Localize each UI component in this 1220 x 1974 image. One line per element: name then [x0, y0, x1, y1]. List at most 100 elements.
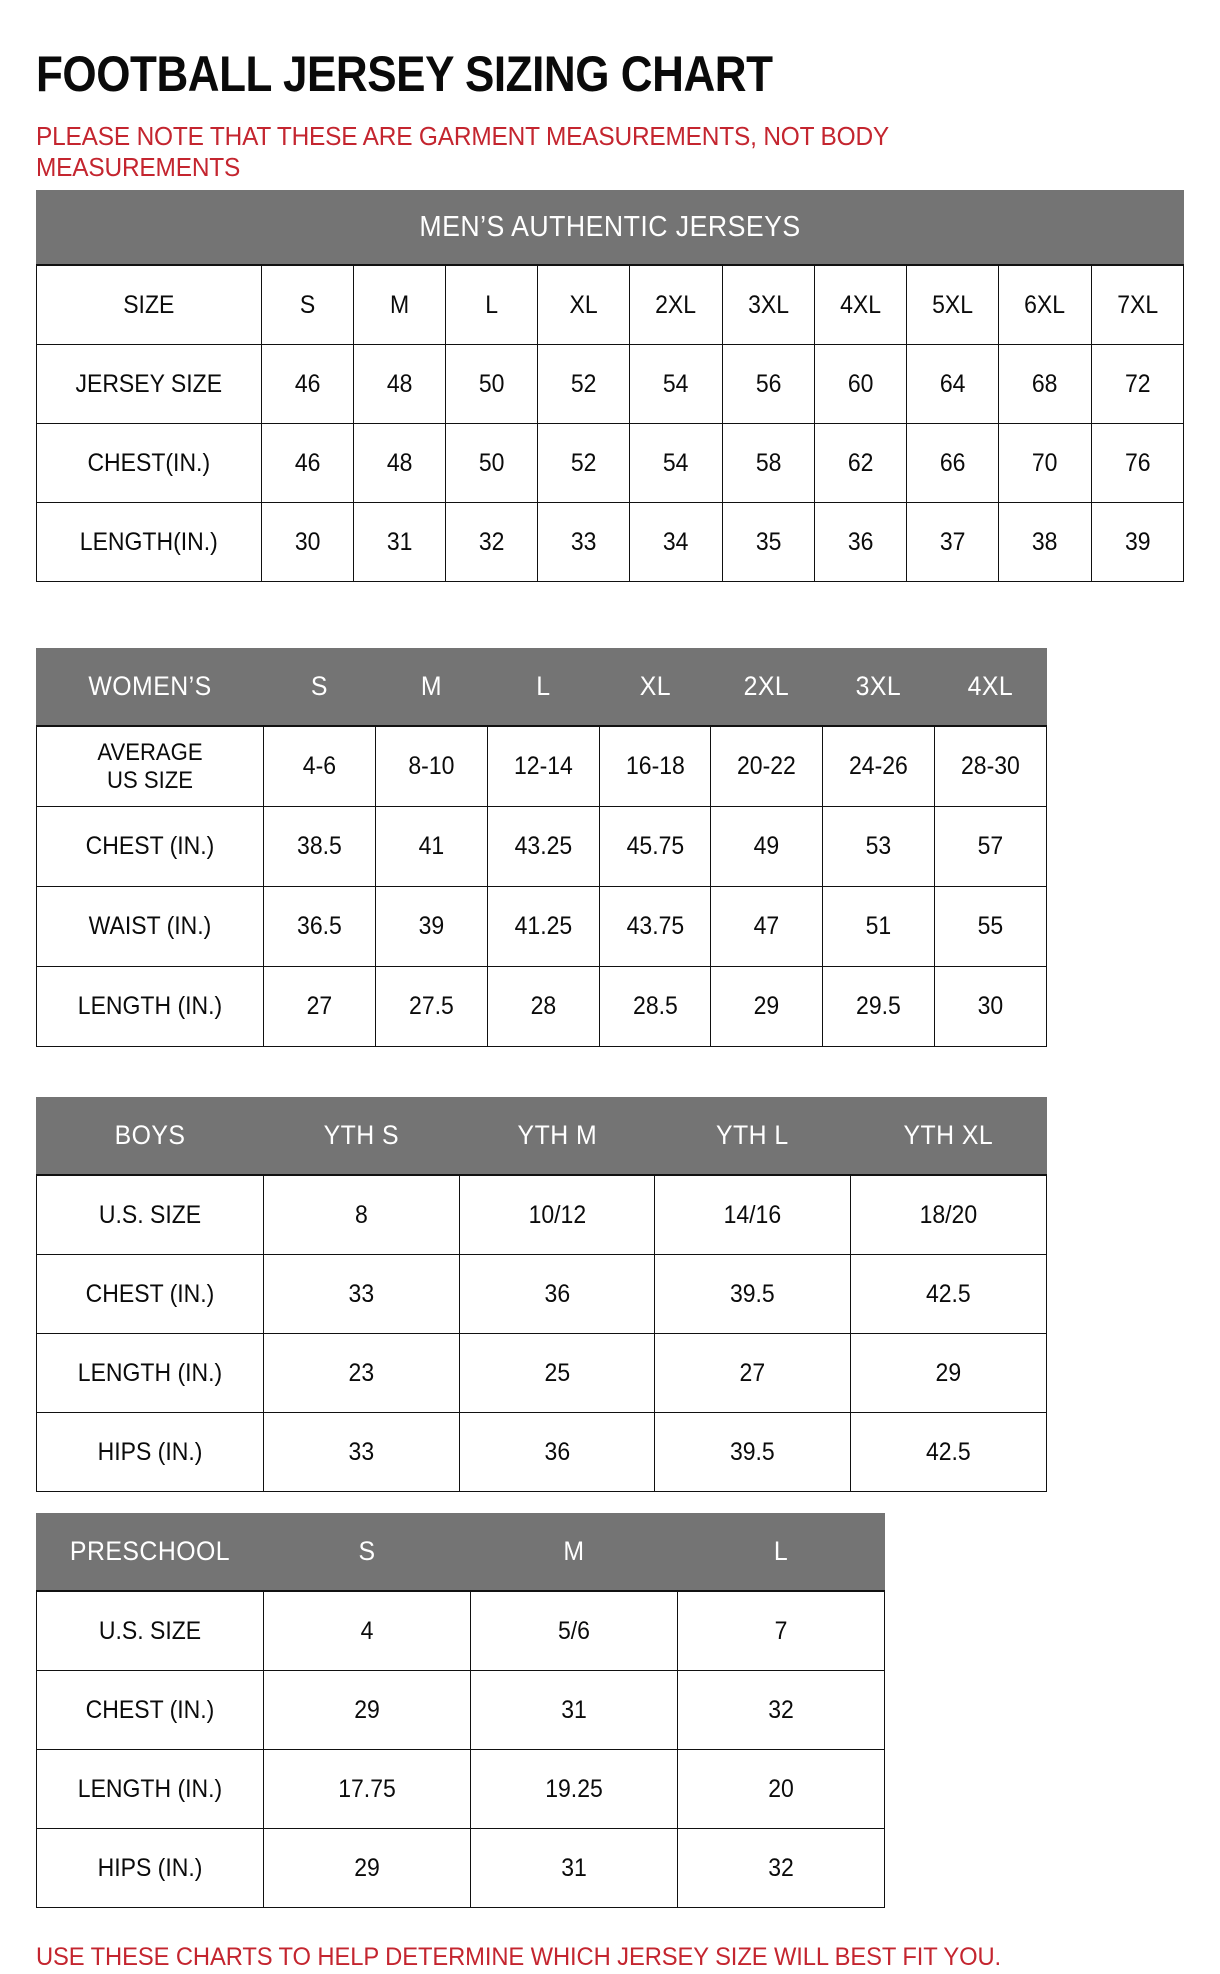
mens-cell: 66 — [906, 423, 1000, 503]
boys-col-header: YTH S — [263, 1097, 460, 1176]
preschool-cell: 4 — [263, 1590, 471, 1671]
womens-cell: 51 — [822, 886, 936, 967]
table-row: LENGTH(IN.) 30 31 32 33 34 35 36 37 38 3… — [36, 502, 1185, 582]
boys-row-label: CHEST (IN.) — [36, 1254, 264, 1334]
womens-cell: 4-6 — [263, 725, 376, 807]
mens-cell: 30 — [260, 502, 354, 582]
womens-corner-label: WOMEN’S — [36, 648, 264, 727]
mens-cell: 48 — [352, 344, 447, 424]
boys-cell: 10/12 — [458, 1174, 656, 1255]
mens-table-banner: MEN’S AUTHENTIC JERSEYS — [36, 190, 1184, 266]
womens-cell: 24-26 — [822, 725, 936, 807]
mens-cell: 76 — [1090, 423, 1185, 503]
womens-row-label: LENGTH (IN.) — [36, 966, 264, 1047]
mens-cell: 37 — [906, 502, 1000, 582]
boys-row-label: U.S. SIZE — [36, 1174, 264, 1255]
preschool-cell: 17.75 — [263, 1749, 471, 1829]
mens-cell: 50 — [444, 344, 539, 424]
mens-cell: 64 — [906, 344, 1000, 424]
boys-row-label: HIPS (IN.) — [36, 1412, 264, 1492]
mens-cell: 32 — [444, 502, 539, 582]
boys-cell: 14/16 — [654, 1174, 852, 1255]
table-row: HIPS (IN.) 33 36 39.5 42.5 — [36, 1412, 1047, 1492]
boys-corner-label: BOYS — [36, 1097, 264, 1176]
womens-cell: 38.5 — [263, 806, 376, 887]
womens-cell: 28-30 — [934, 725, 1047, 807]
boys-cell: 42.5 — [850, 1412, 1047, 1492]
mens-cell: 54 — [629, 423, 723, 503]
mens-cell: 52 — [537, 344, 631, 424]
page-title: FOOTBALL JERSEY SIZING CHART — [36, 45, 773, 102]
womens-cell: 27 — [263, 966, 376, 1047]
mens-col-header: 6XL — [998, 264, 1092, 345]
boys-cell: 25 — [458, 1333, 656, 1413]
mens-cell: 50 — [444, 423, 539, 503]
womens-cell: 12-14 — [486, 725, 600, 807]
mens-col-header: 7XL — [1090, 264, 1185, 345]
measurement-disclaimer: PLEASE NOTE THAT THESE ARE GARMENT MEASU… — [36, 121, 889, 183]
womens-cell: 27.5 — [374, 966, 488, 1047]
womens-cell: 36.5 — [263, 886, 376, 967]
mens-cell: 48 — [352, 423, 447, 503]
womens-cell: 30 — [934, 966, 1047, 1047]
womens-cell: 16-18 — [598, 725, 712, 807]
mens-col-header: 3XL — [721, 264, 815, 345]
womens-cell: 28.5 — [598, 966, 712, 1047]
womens-row-label-line2: US SIZE — [107, 766, 193, 794]
womens-cell: 28 — [486, 966, 600, 1047]
mens-cell: 54 — [629, 344, 723, 424]
preschool-cell: 32 — [677, 1828, 885, 1908]
preschool-cell: 31 — [470, 1670, 678, 1750]
preschool-cell: 31 — [470, 1828, 678, 1908]
mens-cell: 70 — [998, 423, 1092, 503]
preschool-cell: 5/6 — [470, 1590, 678, 1671]
mens-cell: 62 — [813, 423, 908, 503]
mens-table-banner-row: MEN’S AUTHENTIC JERSEYS — [36, 190, 1184, 266]
womens-col-header: M — [374, 648, 488, 727]
preschool-row-label: U.S. SIZE — [36, 1590, 264, 1671]
womens-cell: 43.25 — [486, 806, 600, 887]
mens-cell: 38 — [998, 502, 1092, 582]
boys-col-header: YTH L — [654, 1097, 852, 1176]
preschool-col-header: M — [470, 1513, 678, 1592]
womens-cell: 29.5 — [822, 966, 936, 1047]
preschool-cell: 32 — [677, 1670, 885, 1750]
table-row: LENGTH (IN.) 27 27.5 28 28.5 29 29.5 30 — [36, 966, 1047, 1047]
mens-cell: 31 — [352, 502, 447, 582]
womens-row-label-line1: AVERAGE — [97, 738, 203, 766]
boys-cell: 33 — [263, 1254, 460, 1334]
mens-cell: 56 — [721, 344, 815, 424]
mens-col-header: 4XL — [813, 264, 908, 345]
womens-col-header: 3XL — [822, 648, 936, 727]
boys-cell: 39.5 — [654, 1412, 852, 1492]
mens-cell: 68 — [998, 344, 1092, 424]
mens-header-row: SIZE S M L XL 2XL 3XL 4XL 5XL 6XL 7XL — [36, 264, 1185, 345]
table-row: LENGTH (IN.) 17.75 19.25 20 — [36, 1749, 885, 1829]
mens-cell: 46 — [260, 344, 354, 424]
boys-cell: 33 — [263, 1412, 460, 1492]
preschool-row-label: CHEST (IN.) — [36, 1670, 264, 1750]
boys-cell: 36 — [458, 1412, 656, 1492]
womens-cell: 55 — [934, 886, 1047, 967]
preschool-col-header: L — [677, 1513, 885, 1592]
boys-cell: 36 — [458, 1254, 656, 1334]
boys-col-header: YTH XL — [850, 1097, 1047, 1176]
womens-col-header: 2XL — [710, 648, 824, 727]
womens-row-label: CHEST (IN.) — [36, 806, 264, 887]
mens-cell: 52 — [537, 423, 631, 503]
table-row: CHEST (IN.) 38.5 41 43.25 45.75 49 53 57 — [36, 806, 1047, 887]
boys-cell: 29 — [850, 1333, 1047, 1413]
mens-col-header: XL — [537, 264, 631, 345]
mens-col-header: S — [260, 264, 354, 345]
womens-col-header: S — [263, 648, 376, 727]
table-row: CHEST (IN.) 29 31 32 — [36, 1670, 885, 1750]
womens-cell: 41 — [374, 806, 488, 887]
preschool-row-label: LENGTH (IN.) — [36, 1749, 264, 1829]
mens-cell: 34 — [629, 502, 723, 582]
table-row: AVERAGE US SIZE 4-6 8-10 12-14 16-18 20-2… — [36, 725, 1047, 807]
boys-cell: 23 — [263, 1333, 460, 1413]
mens-row-label: CHEST(IN.) — [36, 423, 262, 503]
boys-cell: 39.5 — [654, 1254, 852, 1334]
boys-col-header: YTH M — [458, 1097, 656, 1176]
